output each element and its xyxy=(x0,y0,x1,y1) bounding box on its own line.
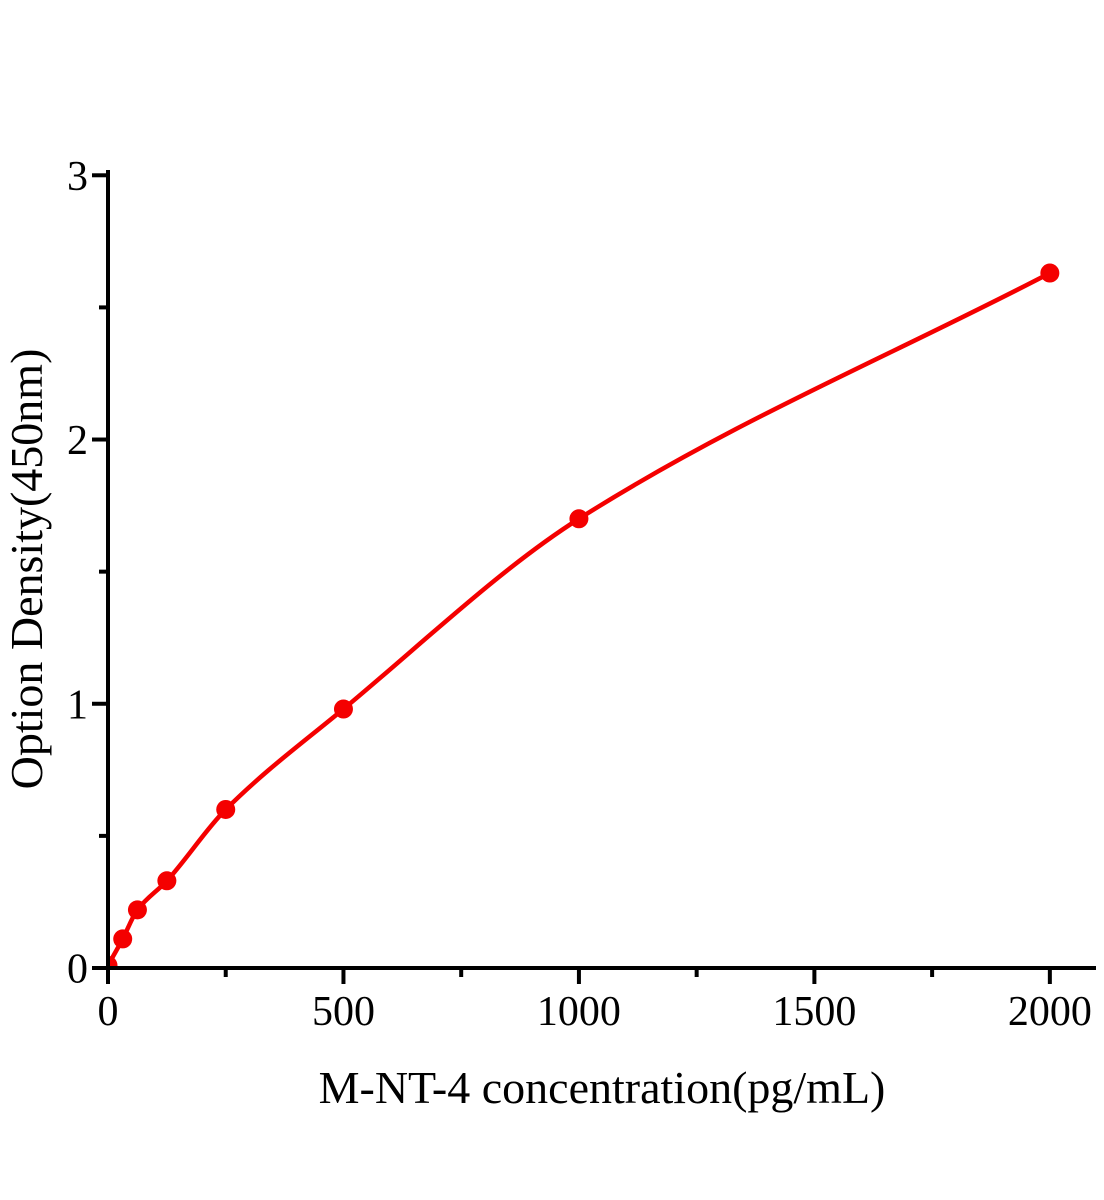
y-tick-label: 0 xyxy=(67,947,88,993)
data-point xyxy=(569,509,589,529)
x-tick-label: 1500 xyxy=(772,989,856,1035)
data-points xyxy=(110,263,1060,966)
tick-labels: 0 500 1000 1500 2000 0 1 2 3 xyxy=(67,154,1092,1035)
data-point xyxy=(216,799,236,819)
fit-curve xyxy=(110,271,1051,966)
fit-curve-line xyxy=(110,271,1051,966)
x-tick-label: 1000 xyxy=(537,989,621,1035)
y-tick-label: 3 xyxy=(67,154,88,200)
x-axis-title: M-NT-4 concentration(pg/mL) xyxy=(319,1062,886,1113)
data-point xyxy=(333,699,353,719)
y-tick-label: 1 xyxy=(67,682,88,728)
y-tick-label: 2 xyxy=(67,418,88,464)
y-axis-title: Option Density(450nm) xyxy=(1,349,52,790)
x-tick-label: 500 xyxy=(312,989,375,1035)
data-point xyxy=(1040,263,1060,283)
x-tick-label: 2000 xyxy=(1008,989,1092,1035)
x-tick-label: 0 xyxy=(98,989,119,1035)
data-point xyxy=(110,956,118,966)
axes xyxy=(92,170,1096,984)
data-point xyxy=(157,871,177,891)
data-point xyxy=(127,900,147,920)
data-point xyxy=(113,929,133,949)
